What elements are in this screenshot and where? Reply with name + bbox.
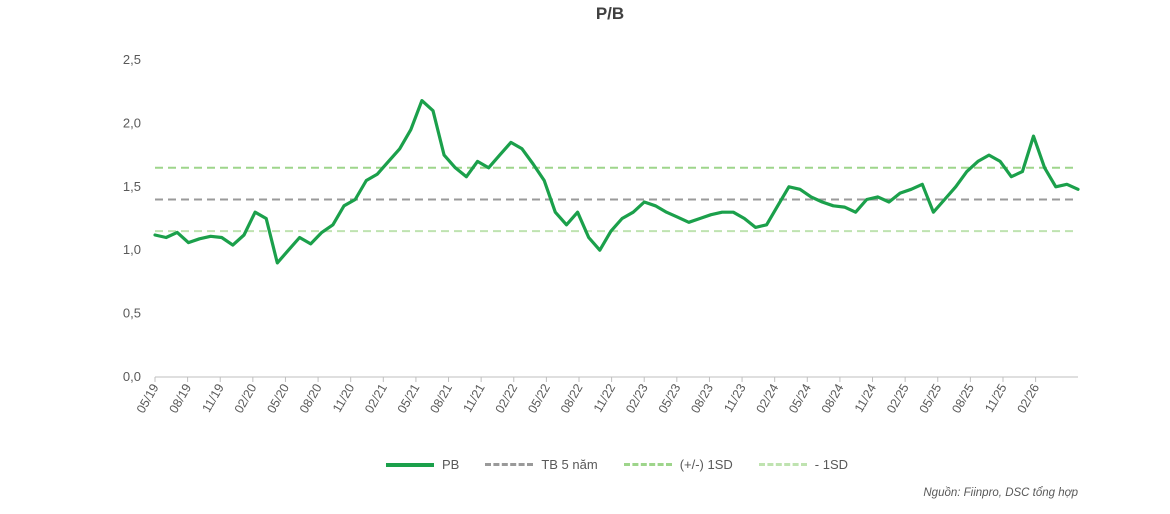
pb-series-line xyxy=(153,99,1080,265)
legend: PB TB 5 năm (+/-) 1SD - 1SD xyxy=(0,457,1170,472)
legend-swatch-pb xyxy=(385,462,434,467)
x-tick-label: 08/24 xyxy=(819,381,847,415)
y-axis-ticks: 0,0 0,5 1,0 1,5 2,0 2,5 xyxy=(123,52,141,384)
x-tick-label: 02/26 xyxy=(1014,381,1042,415)
y-tick-label: 1,0 xyxy=(123,242,141,257)
source-note: Nguồn: Fiinpro, DSC tổng hợp xyxy=(923,487,1078,499)
x-tick-label: 05/23 xyxy=(656,381,684,415)
x-tick-label: 11/19 xyxy=(200,381,227,414)
x-tick-label: 08/21 xyxy=(427,381,455,415)
x-tick-label: 08/23 xyxy=(688,381,716,415)
y-tick-label: 0,0 xyxy=(123,369,141,384)
x-tick-label: 02/25 xyxy=(884,381,912,415)
x-tick-label: 11/20 xyxy=(330,381,357,414)
legend-label-pb: PB xyxy=(441,457,460,472)
x-tick-label: 02/24 xyxy=(754,381,782,415)
x-tick-label: 05/21 xyxy=(395,381,423,415)
legend-item-minus-sd: - 1SD xyxy=(758,457,849,472)
x-tick-label: 11/25 xyxy=(982,381,1009,414)
legend-swatch-mean xyxy=(485,463,534,466)
legend-item-pb: PB xyxy=(385,457,460,472)
pb-line-layer xyxy=(153,99,1080,265)
x-tick-label: 02/23 xyxy=(623,381,651,415)
x-tick-label: 05/24 xyxy=(786,381,814,415)
x-tick-label: 02/21 xyxy=(362,381,390,415)
y-tick-label: 2,0 xyxy=(123,115,141,130)
x-tick-label: 02/20 xyxy=(232,381,260,415)
x-tick-label: 11/21 xyxy=(460,381,487,414)
x-tick-label: 08/22 xyxy=(558,381,586,415)
x-tick-label: 11/23 xyxy=(721,381,748,414)
legend-label-plus-sd: (+/-) 1SD xyxy=(679,457,733,472)
y-tick-label: 2,5 xyxy=(123,52,141,67)
legend-label-mean: TB 5 năm xyxy=(541,457,598,472)
legend-label-minus-sd: - 1SD xyxy=(814,457,849,472)
x-axis-ticks: 05/19 08/19 11/19 02/20 05/20 08/20 11/20 02/21… xyxy=(134,377,1042,416)
legend-item-mean: TB 5 năm xyxy=(485,457,598,472)
y-tick-label: 0,5 xyxy=(123,306,141,321)
x-tick-label: 08/19 xyxy=(166,381,194,415)
reference-lines xyxy=(155,166,1078,233)
chart-title: P/B xyxy=(595,4,625,23)
legend-swatch-plus-sd xyxy=(623,463,672,466)
x-tick-label: 08/25 xyxy=(949,381,977,415)
x-tick-label: 05/22 xyxy=(525,381,553,415)
x-tick-label: 05/20 xyxy=(264,381,292,415)
x-tick-label: 05/25 xyxy=(917,381,945,415)
y-tick-label: 1,5 xyxy=(123,179,141,194)
x-tick-label: 05/19 xyxy=(134,381,162,415)
legend-swatch-minus-sd xyxy=(758,463,807,466)
x-tick-label: 11/22 xyxy=(591,381,618,414)
x-tick-label: 08/20 xyxy=(297,381,325,415)
legend-item-plus-sd: (+/-) 1SD xyxy=(623,457,733,472)
x-tick-label: 11/24 xyxy=(852,381,879,414)
x-tick-label: 02/22 xyxy=(493,381,521,415)
